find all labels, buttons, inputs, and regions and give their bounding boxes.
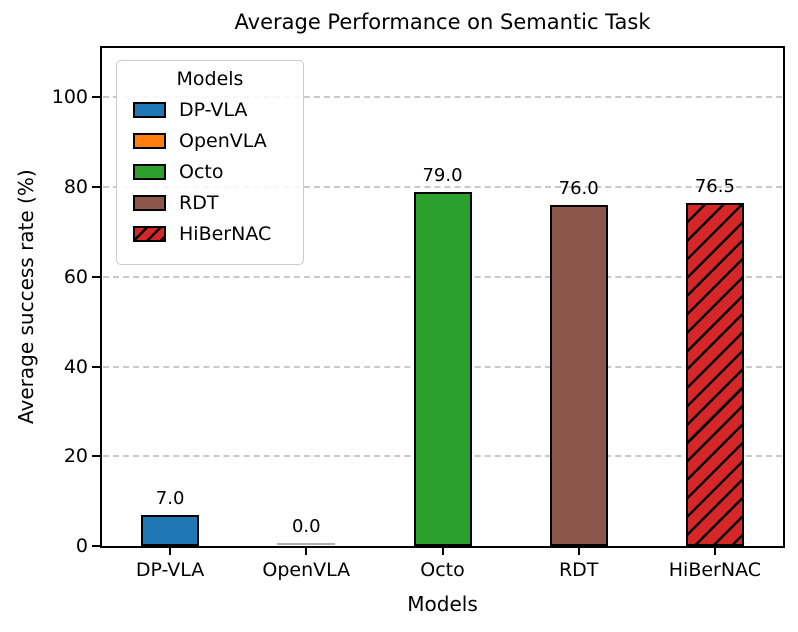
legend-entry: HiBerNAC — [133, 223, 293, 245]
legend-entry: OpenVLA — [133, 130, 293, 152]
bar-zero-line — [277, 543, 336, 545]
y-tick — [92, 96, 100, 99]
legend-swatch — [133, 102, 166, 118]
y-tick — [92, 455, 100, 458]
y-tick — [92, 275, 100, 278]
y-tick-label: 20 — [63, 445, 88, 468]
bar-value-label: 76.0 — [558, 178, 599, 200]
y-tick-label: 100 — [51, 86, 88, 109]
x-tick-label: HiBerNAC — [668, 559, 762, 581]
legend-entry-label: Octo — [179, 161, 224, 183]
legend-entry-label: DP-VLA — [179, 99, 248, 121]
legend-entry: RDT — [133, 192, 293, 214]
gridline — [103, 96, 782, 99]
legend-title: Models — [176, 68, 244, 90]
y-tick-label: 40 — [63, 355, 88, 378]
bar-value-label: 7.0 — [155, 487, 185, 509]
legend-entry: DP-VLA — [133, 99, 293, 121]
x-tick-label: DP-VLA — [135, 559, 205, 581]
legend-entry-label: RDT — [179, 192, 219, 214]
legend-swatch — [133, 195, 166, 211]
bar — [685, 202, 744, 546]
bar-value-label: 0.0 — [291, 516, 321, 537]
x-tick — [441, 548, 444, 555]
x-axis-label: Models — [407, 592, 478, 616]
y-tick — [92, 186, 100, 189]
x-tick-label: OpenVLA — [262, 559, 351, 581]
bar — [141, 514, 200, 546]
y-tick — [92, 365, 100, 368]
legend-swatch — [133, 164, 166, 180]
y-tick-label: 80 — [63, 176, 88, 199]
legend-entries: DP-VLA OpenVLA Octo RDT HiBerNAC — [127, 99, 293, 245]
legend-swatch — [133, 226, 166, 242]
y-axis-label: Average success rate (%) — [14, 169, 38, 425]
x-tick-label: RDT — [558, 559, 599, 581]
legend-entry-label: OpenVLA — [179, 130, 267, 152]
legend-entry-label: HiBerNAC — [179, 223, 272, 245]
gridline — [103, 186, 782, 189]
chart-title: Average Performance on Semantic Task — [234, 10, 651, 34]
legend-swatch — [133, 133, 166, 149]
x-tick — [713, 548, 716, 555]
y-tick — [92, 545, 100, 547]
y-tick-label: 60 — [63, 265, 88, 288]
bar-value-label: 76.5 — [694, 175, 735, 197]
y-tick-label: 0 — [75, 535, 88, 557]
legend: Models DP-VLA OpenVLA Octo RDT HiBerNAC — [116, 60, 304, 265]
bar — [413, 191, 472, 546]
bar — [549, 205, 608, 546]
bar-value-label: 79.0 — [422, 164, 463, 186]
legend-entry: Octo — [133, 161, 293, 183]
x-tick-label: Octo — [420, 559, 465, 581]
x-tick — [577, 548, 580, 555]
x-tick — [305, 548, 308, 555]
x-tick — [169, 548, 172, 555]
